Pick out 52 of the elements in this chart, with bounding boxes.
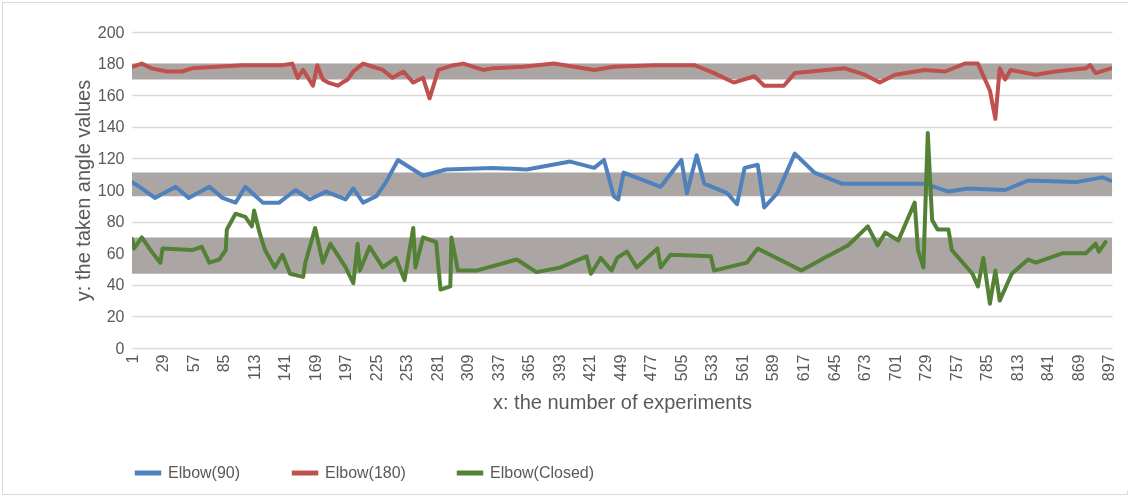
legend-label: Elbow(180) (325, 464, 406, 481)
x-tick-label: 113 (245, 354, 263, 381)
x-tick-label: 309 (459, 354, 477, 382)
y-tick-label: 120 (97, 149, 125, 167)
x-tick-label: 813 (1008, 354, 1026, 382)
x-tick-label: 701 (886, 354, 904, 382)
x-tick-label: 785 (978, 354, 996, 382)
x-tick-label: 421 (581, 354, 599, 382)
x-tick-label: 673 (856, 354, 874, 382)
x-tick-label: 869 (1069, 354, 1087, 382)
x-tick-label: 197 (337, 354, 355, 382)
y-tick-label: 180 (97, 55, 125, 73)
x-tick-label: 393 (550, 354, 568, 382)
y-tick-label: 100 (97, 181, 125, 199)
y-tick-label: 200 (97, 23, 125, 41)
x-tick-label: 477 (642, 354, 660, 382)
x-tick-label: 897 (1100, 354, 1118, 382)
x-tick-label: 1 (123, 354, 141, 364)
x-tick-label: 141 (276, 354, 294, 382)
legend-label: Elbow(Closed) (490, 464, 595, 481)
x-tick-label: 225 (367, 354, 385, 382)
x-tick-label: 841 (1039, 354, 1057, 382)
x-tick-label: 365 (520, 354, 538, 382)
line-series (132, 151, 1112, 210)
x-tick-label: 533 (703, 354, 721, 382)
x-tick-label: 449 (611, 354, 629, 382)
y-axis-title: y: the taken angle values (71, 79, 94, 302)
y-tick-label: 20 (106, 307, 125, 325)
x-tick-label: 617 (795, 354, 812, 382)
x-tick-label: 589 (764, 354, 782, 382)
x-tick-label: 505 (672, 354, 690, 382)
line-series (132, 61, 1112, 121)
y-tick-label: 0 (115, 339, 125, 357)
legend-label: Elbow(90) (168, 464, 241, 481)
y-tick-label: 40 (106, 276, 125, 294)
x-tick-label: 169 (306, 354, 324, 382)
x-tick-label: 281 (428, 354, 446, 382)
x-tick-label: 29 (154, 354, 172, 373)
y-tick-label: 140 (97, 118, 125, 136)
x-tick-label: 85 (215, 354, 233, 373)
x-tick-label: 729 (917, 354, 935, 382)
x-tick-label: 757 (947, 354, 965, 382)
y-tick-label: 80 (106, 213, 125, 231)
line-series (132, 131, 1108, 306)
x-axis-title: x: the number of experiments (492, 391, 753, 414)
y-tick-label: 160 (97, 86, 125, 104)
x-tick-label: 645 (825, 354, 843, 382)
y-tick-label: 60 (106, 244, 125, 262)
x-tick-label: 337 (489, 354, 507, 382)
x-tick-label: 253 (398, 354, 416, 382)
x-tick-label: 57 (184, 354, 202, 373)
x-tick-label: 561 (733, 354, 751, 382)
